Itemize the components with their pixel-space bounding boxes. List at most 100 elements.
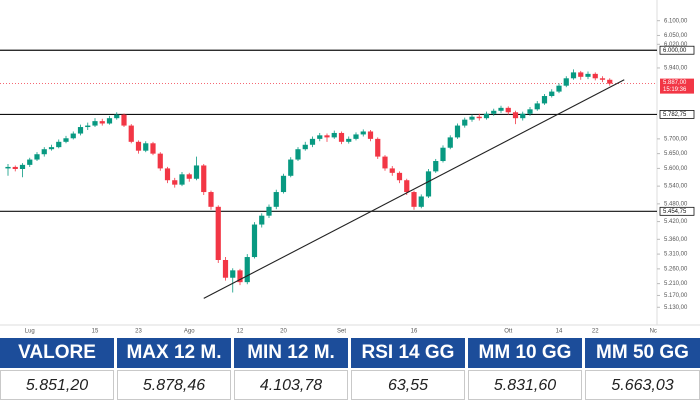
candle-body (418, 196, 424, 207)
value-cell: 5.878,46 (117, 370, 231, 400)
last-price-label: 5.887,00 (663, 80, 687, 86)
candle-body (360, 131, 366, 135)
candle-body (179, 174, 185, 185)
x-tick-label: Ott (504, 329, 512, 335)
x-tick-label: Lug (25, 329, 35, 335)
y-tick-label: 6.100,00 (664, 18, 688, 24)
y-tick-label: 5.700,00 (664, 136, 688, 142)
y-tick-label: 6.050,00 (664, 33, 688, 39)
candle-body (382, 156, 388, 169)
candle-body (193, 165, 200, 179)
candle-body (70, 133, 76, 139)
y-tick-label: 5.360,00 (664, 237, 688, 243)
candle-body (135, 141, 142, 151)
last-price-box (660, 78, 694, 94)
y-tick-label: 5.940,00 (664, 66, 688, 72)
candle-body (19, 164, 26, 169)
value-cell: 4.103,78 (234, 370, 348, 400)
candle-body (469, 116, 475, 120)
candle-body (77, 127, 84, 134)
header-cell: MAX 12 M. (117, 338, 231, 368)
candle-body (476, 116, 482, 119)
candle-body (273, 192, 279, 207)
candle-body (440, 147, 446, 162)
y-tick-label: 5.540,00 (664, 184, 688, 190)
candle-body (375, 138, 381, 157)
y-tick-label: 6.020,00 (664, 42, 688, 48)
candle-body (425, 171, 432, 197)
level-label: 5.782,75 (663, 112, 687, 118)
candle-body (338, 132, 345, 142)
candle-body (85, 125, 91, 128)
candle-body (251, 224, 258, 258)
candle-body (280, 175, 287, 193)
value-cell: 63,55 (351, 370, 465, 400)
candle-body (48, 147, 55, 150)
candle-body (324, 135, 330, 138)
candle-body (237, 270, 243, 283)
candle-body (309, 138, 316, 145)
value-cell: 5.851,20 (0, 370, 114, 400)
candle-body (404, 180, 410, 193)
level-label-box (659, 110, 695, 119)
candle-body (396, 172, 403, 181)
candle-body (585, 73, 591, 77)
candle-body (63, 138, 69, 142)
candle-body (541, 96, 548, 104)
candle-body (215, 206, 221, 260)
level-label-box (659, 45, 695, 55)
candle-body (447, 137, 453, 148)
candle-body (433, 161, 439, 172)
level-label-box (659, 206, 695, 216)
candle-body (106, 118, 113, 124)
x-tick-label: Ago (184, 329, 195, 335)
candle-body (266, 206, 272, 216)
candle-body (5, 166, 11, 169)
candle-body (157, 153, 163, 169)
candle-body (121, 114, 127, 126)
x-tick-label: 15 (92, 329, 99, 335)
candle-body (288, 159, 294, 176)
candle-body (12, 166, 18, 169)
x-tick-label: Nc (650, 329, 657, 335)
candle-body (527, 109, 533, 114)
x-tick-label: 16 (411, 329, 418, 335)
trendline (203, 79, 625, 299)
candle-body (186, 174, 192, 179)
candle-body (317, 135, 323, 139)
x-tick-label: Set (337, 329, 346, 335)
chart: 6.100,00 6.050,00 6.020,00 5.940,00 5.700,00… (0, 0, 700, 335)
candle-body (99, 121, 105, 124)
candle-body (259, 215, 265, 225)
candle-body (483, 113, 490, 119)
header-cell: RSI 14 GG (351, 338, 465, 368)
candle-body (346, 138, 352, 142)
candle-body (56, 141, 62, 148)
x-tick-label: 12 (237, 329, 244, 335)
candle-body (454, 125, 461, 138)
y-tick-label: 5.480,00 (664, 201, 688, 207)
candle-body (34, 154, 40, 160)
y-tick-label: 5.170,00 (664, 293, 688, 299)
header-cell: MM 50 GG (585, 338, 700, 368)
candle-body (570, 72, 577, 79)
candle-body (563, 78, 569, 86)
y-tick-label: 5.130,00 (664, 305, 688, 311)
candle-body (491, 110, 497, 114)
candle-body (302, 144, 308, 150)
x-tick-label: 14 (556, 329, 563, 335)
candle-body (230, 270, 236, 278)
candle-body (331, 132, 337, 138)
candle-body (389, 168, 395, 173)
candle-body (222, 260, 229, 278)
x-tick-label: 22 (592, 329, 599, 335)
stats-table: VALORE MAX 12 M. MIN 12 M. RSI 14 GG MM 10 G… (0, 338, 700, 400)
y-tick-label: 5.260,00 (664, 266, 688, 272)
candle-body (411, 192, 417, 207)
candle-body (520, 113, 526, 119)
y-tick-label: 5.210,00 (664, 281, 688, 287)
candle-body (295, 149, 301, 160)
candle-body (607, 79, 613, 84)
candle-body (599, 78, 606, 80)
candle-body (367, 131, 374, 139)
